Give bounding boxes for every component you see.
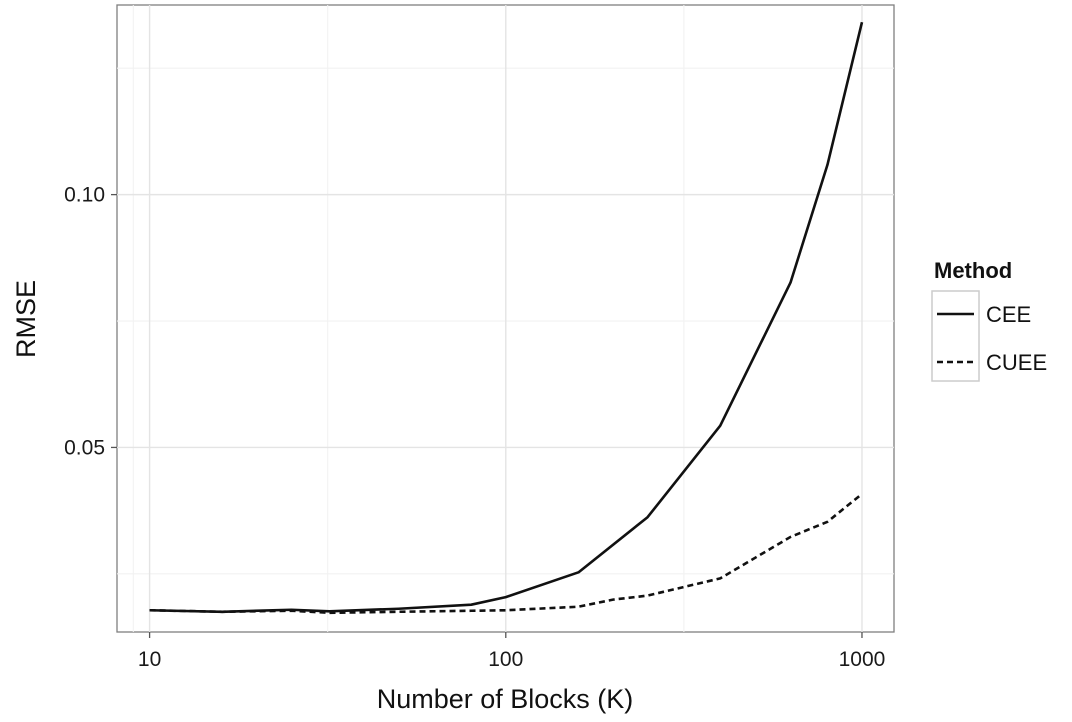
data-point-cuee [719,577,721,579]
y-axis-title: RMSE [11,280,41,358]
data-point-cuee [470,610,472,612]
series-line-cuee [149,492,863,615]
data-point-cuee [789,536,791,538]
y-tick-labels: 0.05 0.10 [64,184,105,460]
data-point-cee [577,571,579,573]
data-point-cuee [290,610,292,612]
data-point-cee [719,425,721,427]
data-point-cuee [328,612,330,614]
data-point-cee [789,281,791,283]
axis-ticks [111,193,863,638]
data-point-cuee [577,606,579,608]
y-tick-label: 0.05 [64,436,105,459]
y-tick-label: 0.10 [64,184,105,207]
data-point-cee [505,596,507,598]
major-gridlines [117,5,894,632]
data-point-cuee [148,609,150,611]
data-point-cee [861,21,863,23]
data-point-cuee [221,611,223,613]
x-tick-label: 100 [488,648,523,671]
data-point-cee [470,604,472,606]
x-tick-labels: 10 100 1000 [138,648,885,671]
data-point-cee [826,164,828,166]
data-point-cee [646,516,648,518]
legend-key-box [931,290,980,382]
data-point-cee [397,608,399,610]
legend-label-cee: CEE [986,302,1031,327]
data-point-cuee [505,609,507,611]
data-point-cuee [826,521,828,523]
legend: Method CEE CUEE [931,258,1047,382]
x-axis-title: Number of Blocks (K) [377,684,634,714]
x-tick-label: 1000 [839,648,886,671]
data-point-cuee [397,611,399,613]
x-tick-label: 10 [138,648,161,671]
data-point-cuee [612,598,614,600]
legend-title: Method [934,258,1012,283]
data-point-cuee [646,594,648,596]
series-layer [148,21,864,615]
data-point-cuee [861,493,863,495]
legend-label-cuee: CUEE [986,350,1047,375]
